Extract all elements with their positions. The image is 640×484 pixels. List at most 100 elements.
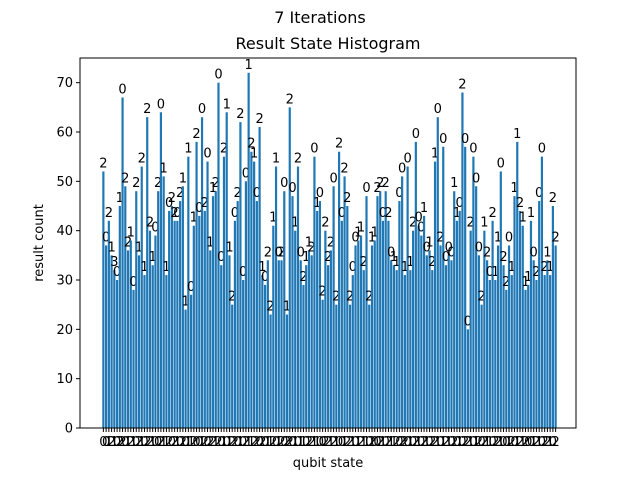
bar-value-label: 1 bbox=[527, 206, 535, 221]
x-tick-label: 1 bbox=[247, 435, 255, 450]
x-tick-label: 2 bbox=[165, 435, 173, 450]
x-tick-label: 2 bbox=[107, 435, 115, 450]
x-tick-label: 2 bbox=[541, 435, 549, 450]
histogram-bar bbox=[211, 196, 215, 428]
y-tick-label: 50 bbox=[56, 175, 73, 190]
x-tick-label: 0 bbox=[319, 435, 327, 450]
bar-value-label: 0 bbox=[505, 230, 513, 245]
histogram-bar bbox=[433, 161, 437, 428]
bar-value-label: 2 bbox=[255, 112, 263, 127]
x-tick-label: 1 bbox=[530, 435, 538, 450]
bar-value-label: 1 bbox=[250, 147, 258, 162]
x-tick-label: 0 bbox=[195, 435, 203, 450]
y-tick-label: 30 bbox=[56, 274, 73, 289]
histogram-bar bbox=[540, 156, 544, 428]
x-tick-label: 0 bbox=[524, 435, 532, 450]
histogram-bar bbox=[439, 245, 442, 428]
x-tick-label: 2 bbox=[135, 435, 143, 450]
x-tick-label: 2 bbox=[214, 435, 222, 450]
histogram-bar bbox=[488, 280, 491, 428]
x-tick-label: 2 bbox=[116, 435, 124, 450]
x-tick-label: 1 bbox=[275, 435, 283, 450]
bar-value-label: 0 bbox=[297, 245, 305, 260]
x-tick-label: 1 bbox=[124, 435, 132, 450]
x-tick-label: 0 bbox=[338, 435, 346, 450]
x-tick-label: 1 bbox=[423, 435, 431, 450]
x-tick-label: 2 bbox=[376, 435, 384, 450]
bar-value-label: 0 bbox=[214, 68, 222, 83]
bar-value-label: 0 bbox=[102, 230, 110, 245]
histogram-bar bbox=[206, 161, 209, 428]
bar-value-label: 0 bbox=[151, 221, 159, 236]
bar-value-label: 1 bbox=[524, 270, 532, 285]
bar-value-label: 1 bbox=[140, 260, 148, 275]
histogram-bar bbox=[209, 250, 212, 428]
histogram-bar bbox=[181, 186, 184, 428]
bar-value-label: 1 bbox=[519, 211, 527, 226]
x-tick-label: 1 bbox=[310, 435, 318, 450]
histogram-bar bbox=[365, 196, 368, 428]
bar-value-label: 2 bbox=[132, 176, 140, 191]
bar-value-label: 2 bbox=[428, 255, 436, 270]
x-tick-label: 0 bbox=[477, 435, 485, 450]
histogram-bar bbox=[157, 191, 160, 428]
x-tick-label: 0 bbox=[403, 435, 411, 450]
histogram-bar bbox=[373, 240, 376, 428]
bar-value-label: 2 bbox=[335, 137, 343, 152]
bar-value-label: 0 bbox=[316, 186, 324, 201]
histogram-bar bbox=[107, 220, 110, 428]
x-tick-label: 0 bbox=[132, 435, 140, 450]
histogram-bar bbox=[302, 284, 305, 428]
bar-value-label: 1 bbox=[491, 265, 499, 280]
x-tick-label: 1 bbox=[299, 435, 307, 450]
histogram-bar bbox=[239, 122, 242, 428]
x-tick-label: 0 bbox=[395, 435, 403, 450]
histogram-bar bbox=[362, 270, 365, 428]
histogram-bar bbox=[538, 201, 541, 428]
y-tick-label: 40 bbox=[56, 224, 73, 239]
bar-value-label: 2 bbox=[121, 171, 129, 186]
histogram-bar bbox=[261, 275, 264, 428]
histogram-bar bbox=[277, 260, 280, 428]
histogram-bar bbox=[518, 210, 522, 428]
bar-value-label: 1 bbox=[521, 275, 529, 290]
bar-value-label: 0 bbox=[398, 161, 406, 176]
bar-value-label: 1 bbox=[149, 250, 157, 265]
histogram-bar bbox=[110, 255, 113, 428]
x-tick-label: 1 bbox=[187, 435, 195, 450]
bar-value-label: 2 bbox=[266, 300, 274, 315]
histogram-bar bbox=[222, 156, 226, 428]
bar-value-label: 2 bbox=[124, 235, 132, 250]
axes-frame bbox=[79, 57, 577, 429]
histogram-bar bbox=[507, 245, 511, 428]
x-tick-label: 0 bbox=[168, 435, 176, 450]
histogram-bar bbox=[480, 304, 483, 428]
x-tick-label: 0 bbox=[176, 435, 184, 450]
x-tick-label: 2 bbox=[269, 435, 277, 450]
bar-value-label: 0 bbox=[475, 240, 483, 255]
histogram-bar bbox=[316, 210, 319, 428]
histogram-bar bbox=[203, 210, 206, 428]
bar-value-label: 1 bbox=[494, 230, 502, 245]
bar-value-label: 0 bbox=[461, 132, 469, 147]
bar-value-label: 2 bbox=[467, 216, 475, 231]
bar-value-label: 0 bbox=[379, 206, 387, 221]
x-tick-label: 0 bbox=[382, 435, 390, 450]
histogram-bar bbox=[129, 240, 132, 428]
histogram-bar bbox=[535, 280, 538, 428]
histogram-bar bbox=[318, 201, 322, 428]
x-tick-label: 2 bbox=[412, 435, 420, 450]
histogram-bar bbox=[368, 304, 371, 428]
x-tick-label: 2 bbox=[521, 435, 529, 450]
histogram-bar bbox=[390, 260, 393, 428]
x-tick-label: 1 bbox=[212, 435, 220, 450]
x-tick-label: 1 bbox=[456, 435, 464, 450]
x-tick-label: 2 bbox=[346, 435, 354, 450]
x-tick-label: 1 bbox=[513, 435, 521, 450]
histogram-bar bbox=[499, 171, 502, 428]
bar-value-label: 2 bbox=[228, 290, 236, 305]
x-tick-label: 1 bbox=[110, 435, 118, 450]
histogram-bar bbox=[126, 250, 130, 428]
